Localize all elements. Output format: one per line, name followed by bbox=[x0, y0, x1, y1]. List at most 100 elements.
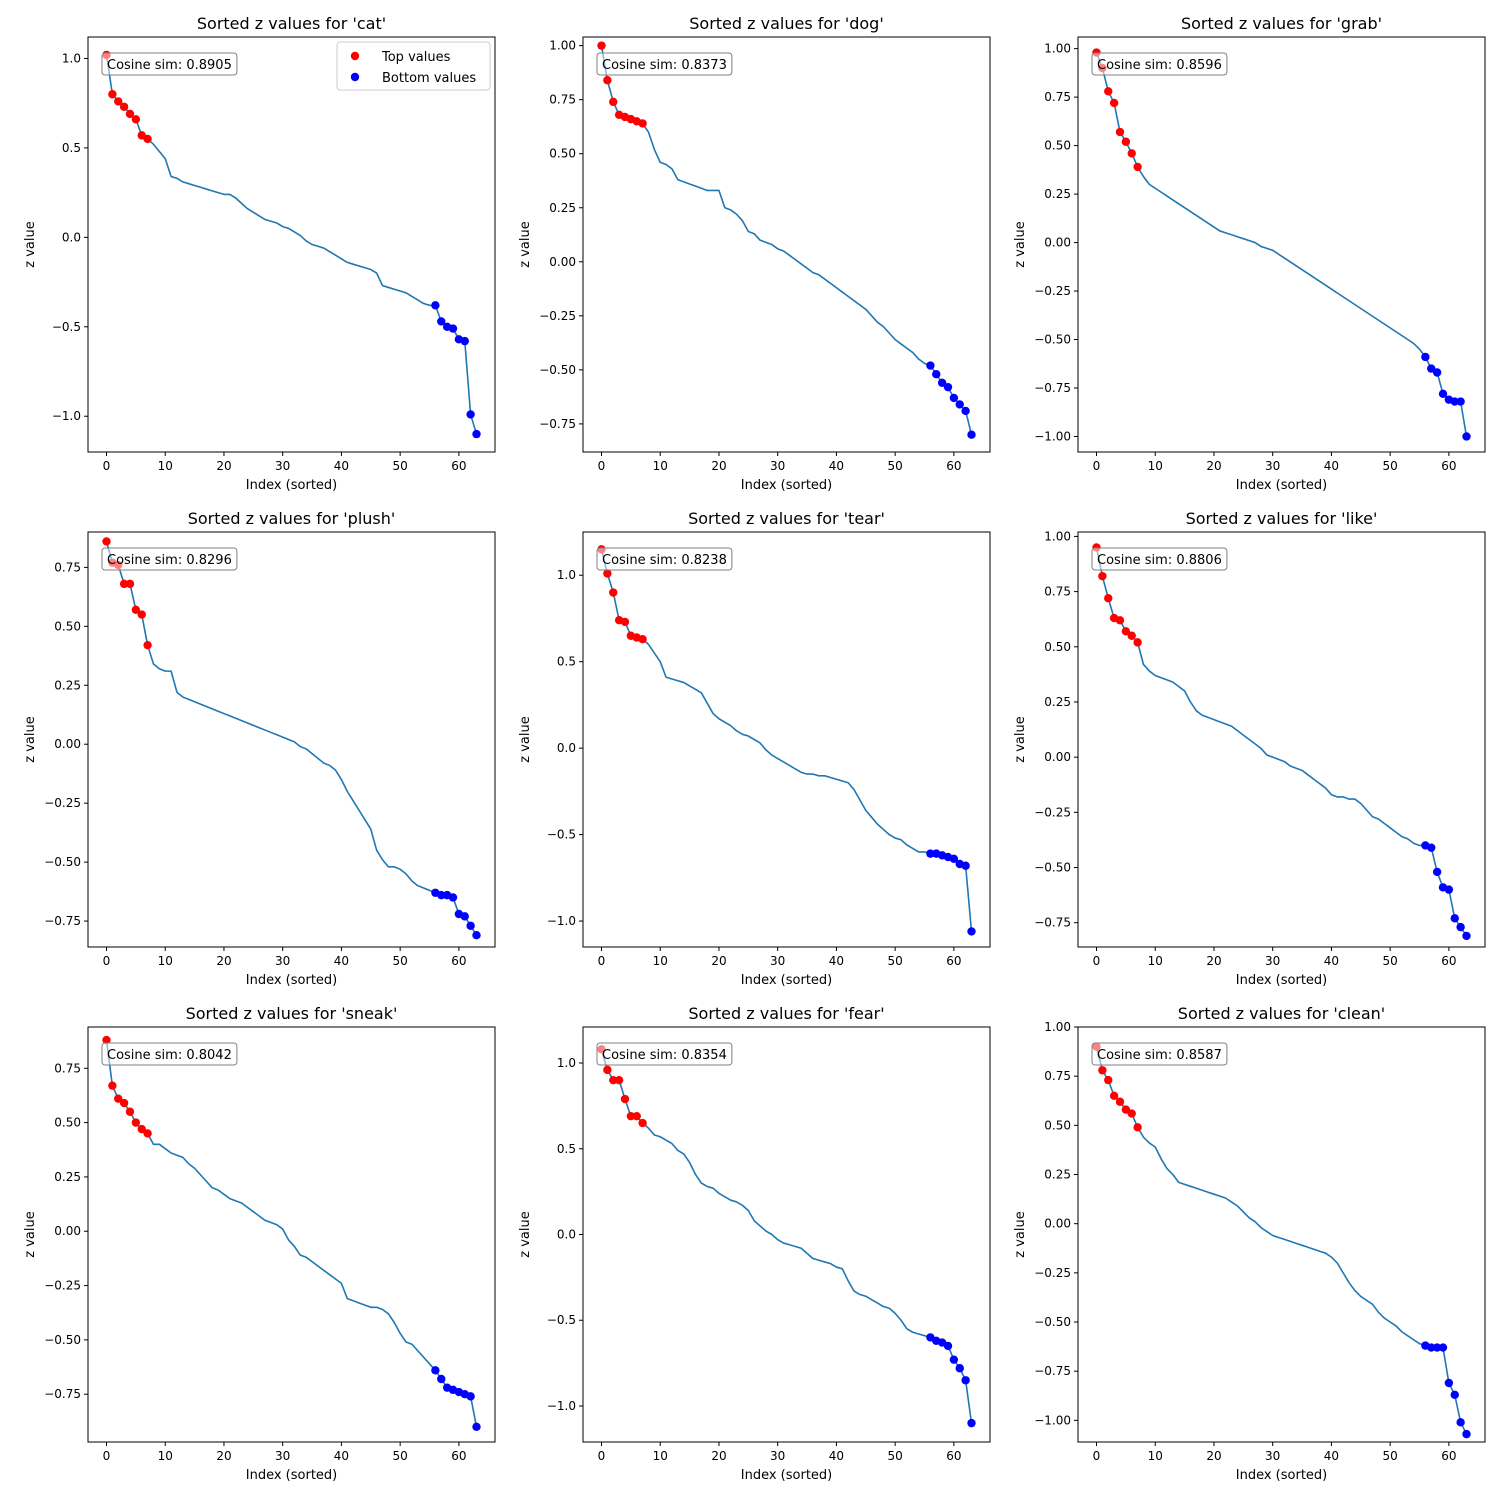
bottom-value-point bbox=[448, 893, 458, 902]
x-tick-label: 10 bbox=[653, 1449, 668, 1463]
y-axis-label: z value bbox=[518, 1211, 533, 1257]
top-value-point bbox=[125, 579, 135, 589]
x-tick-label: 10 bbox=[158, 459, 173, 473]
bottom-value-point bbox=[955, 400, 964, 409]
annotation-text: Cosine sim: 0.8373 bbox=[602, 58, 727, 73]
x-tick-label: 30 bbox=[1265, 954, 1280, 968]
x-tick-label: 20 bbox=[711, 1449, 726, 1463]
bottom-value-point bbox=[926, 849, 935, 858]
top-value-point bbox=[137, 610, 146, 619]
x-tick-label: 40 bbox=[1324, 1449, 1339, 1463]
y-tick-label: −0.25 bbox=[1034, 1266, 1071, 1280]
y-tick-label: 0.0 bbox=[557, 741, 576, 755]
legend-top-label: Top values bbox=[381, 50, 451, 65]
y-tick-label: −0.50 bbox=[539, 363, 576, 377]
bottom-value-point bbox=[1432, 1343, 1442, 1352]
y-tick-label: 1.00 bbox=[1044, 529, 1071, 543]
y-tick-label: −0.50 bbox=[1034, 1315, 1071, 1329]
y-tick-label: −0.75 bbox=[44, 914, 81, 928]
cosine-value: 0.8238 bbox=[681, 553, 727, 568]
y-tick-label: 0.0 bbox=[62, 230, 81, 244]
plot-area bbox=[1077, 36, 1486, 453]
y-tick-label: −1.00 bbox=[1034, 1413, 1071, 1427]
top-value-point bbox=[143, 1129, 152, 1138]
annotation-box bbox=[101, 52, 238, 76]
x-tick-label: 50 bbox=[888, 459, 903, 473]
y-tick-label: 1.0 bbox=[557, 568, 576, 582]
y-tick-label: 0.50 bbox=[1044, 640, 1071, 654]
annotation-prefix: Cosine sim: bbox=[602, 58, 681, 73]
top-value-point bbox=[638, 119, 647, 128]
y-tick-label: −0.50 bbox=[44, 1333, 81, 1347]
bottom-value-point bbox=[1450, 397, 1459, 406]
chart-title: Sorted z values for 'sneak' bbox=[186, 1004, 398, 1023]
plot-area bbox=[1077, 531, 1486, 948]
subplot-2: Sorted z values for 'dog' 0 10 20 30 40 50 60 −0… bbox=[518, 14, 991, 493]
y-tick-label: −0.75 bbox=[539, 417, 576, 431]
annotation-prefix: Cosine sim: bbox=[602, 1048, 681, 1063]
bottom-value-point bbox=[1438, 389, 1448, 399]
annotation-box bbox=[101, 547, 238, 571]
cosine-value: 0.8042 bbox=[186, 1048, 232, 1063]
top-value-point bbox=[1104, 87, 1113, 96]
x-tick-label: 10 bbox=[158, 1449, 173, 1463]
cosine-value: 0.8905 bbox=[186, 58, 232, 73]
top-value-point bbox=[1121, 137, 1131, 146]
y-tick-label: −0.75 bbox=[1034, 1364, 1071, 1378]
top-value-point bbox=[614, 1075, 624, 1085]
top-value-point bbox=[597, 41, 606, 50]
bottom-value-point bbox=[943, 1341, 953, 1351]
x-tick-label: 10 bbox=[1148, 1449, 1163, 1463]
y-tick-label: 0.75 bbox=[1044, 1069, 1071, 1083]
top-value-point bbox=[1109, 1091, 1119, 1101]
y-tick-label: −1.0 bbox=[547, 1399, 576, 1413]
legend-bottom-label: Bottom values bbox=[382, 71, 476, 86]
bottom-value-point bbox=[1438, 1343, 1448, 1352]
y-tick-label: 0.00 bbox=[54, 737, 81, 751]
bottom-value-point bbox=[1432, 368, 1442, 377]
annotation-text: Cosine sim: 0.8354 bbox=[602, 1048, 727, 1063]
x-tick-label: 0 bbox=[1093, 459, 1101, 473]
legend-bottom-marker bbox=[350, 72, 360, 82]
bottom-value-point bbox=[1462, 1429, 1471, 1439]
x-tick-label: 40 bbox=[1324, 954, 1339, 968]
top-value-point bbox=[626, 1111, 636, 1121]
y-tick-label: 0.00 bbox=[54, 1224, 81, 1238]
bottom-value-point bbox=[431, 1366, 440, 1375]
cosine-annotation: Cosine sim: 0.8296 bbox=[101, 547, 238, 571]
x-tick-label: 60 bbox=[451, 954, 466, 968]
top-value-point bbox=[1115, 127, 1125, 137]
chart-title: Sorted z values for 'like' bbox=[1186, 509, 1378, 528]
series-line bbox=[600, 45, 973, 435]
bottom-value-point bbox=[466, 1392, 475, 1401]
cosine-value: 0.8587 bbox=[1176, 1048, 1222, 1063]
bottom-value-point bbox=[1462, 931, 1471, 941]
y-tick-label: 0.75 bbox=[1044, 585, 1071, 599]
bottom-value-point bbox=[1456, 1418, 1465, 1427]
cosine-annotation: Cosine sim: 0.8042 bbox=[101, 1042, 238, 1066]
annotation-prefix: Cosine sim: bbox=[1097, 58, 1176, 73]
x-tick-label: 50 bbox=[888, 954, 903, 968]
legend-top-marker bbox=[350, 51, 360, 61]
x-tick-label: 30 bbox=[275, 1449, 290, 1463]
y-tick-label: −1.0 bbox=[547, 914, 576, 928]
x-tick-label: 30 bbox=[1265, 1449, 1280, 1463]
y-tick-label: 0.25 bbox=[1044, 1168, 1071, 1182]
y-axis-label: z value bbox=[23, 221, 38, 267]
annotation-text: Cosine sim: 0.8596 bbox=[1097, 58, 1222, 73]
top-value-point bbox=[1098, 571, 1107, 581]
top-value-point bbox=[603, 569, 612, 578]
bottom-value-point bbox=[472, 1422, 481, 1431]
bottom-value-point bbox=[1450, 914, 1459, 923]
chart-title: Sorted z values for 'cat' bbox=[197, 14, 386, 33]
top-value-point bbox=[125, 109, 135, 119]
chart-title: Sorted z values for 'clean' bbox=[1178, 1004, 1385, 1023]
x-tick-label: 40 bbox=[334, 459, 349, 473]
x-tick-label: 40 bbox=[334, 954, 349, 968]
annotation-box bbox=[596, 1042, 733, 1066]
cosine-annotation: Cosine sim: 0.8905 bbox=[101, 52, 238, 76]
series-line bbox=[600, 549, 973, 932]
bottom-value-point bbox=[926, 361, 935, 370]
bottom-value-point bbox=[1450, 1390, 1459, 1399]
cosine-value: 0.8806 bbox=[1176, 553, 1222, 568]
